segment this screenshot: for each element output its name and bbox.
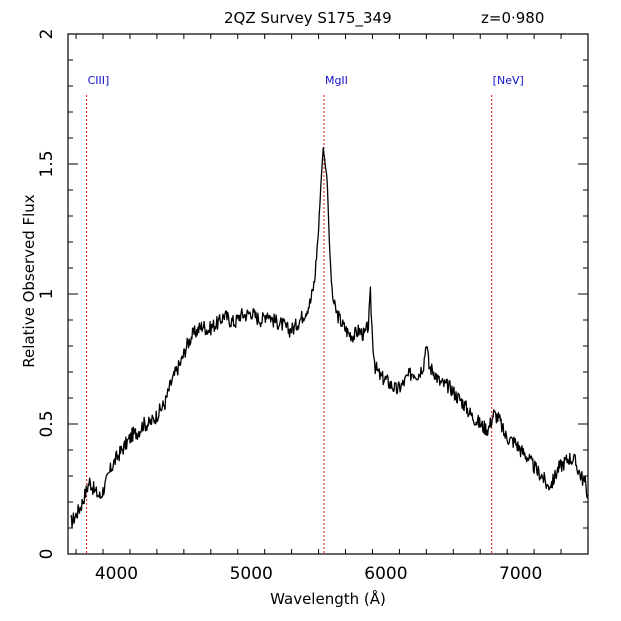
emission-line-label: [NeV] (493, 74, 524, 87)
axis-ticks: 4000 5000 6000 7000 0 0.5 1 1.5 2 (37, 29, 589, 584)
chart-title: 2QZ Survey S175_349 (224, 9, 392, 28)
spectrum-series-line (70, 147, 589, 528)
redshift-label: z=0·980 (481, 9, 544, 27)
y-tick-label: 0.5 (37, 410, 57, 437)
x-tick-label: 4000 (95, 564, 138, 584)
x-tick-label: 7000 (499, 564, 542, 584)
y-tick-label: 0 (37, 549, 57, 560)
x-axis-label: Wavelength (Å) (270, 589, 386, 608)
x-tick-label: 5000 (230, 564, 273, 584)
x-tick-label: 6000 (364, 564, 407, 584)
plot-frame (67, 33, 589, 555)
y-tick-label: 2 (37, 29, 57, 40)
emission-line-markers: CIII] MgII [NeV] (86, 74, 524, 554)
y-tick-label: 1.5 (37, 150, 57, 177)
y-tick-label: 1 (37, 289, 57, 300)
y-axis-label: Relative Observed Flux (20, 194, 38, 367)
emission-line-label: CIII] (88, 74, 110, 87)
emission-line-label: MgII (325, 74, 348, 87)
